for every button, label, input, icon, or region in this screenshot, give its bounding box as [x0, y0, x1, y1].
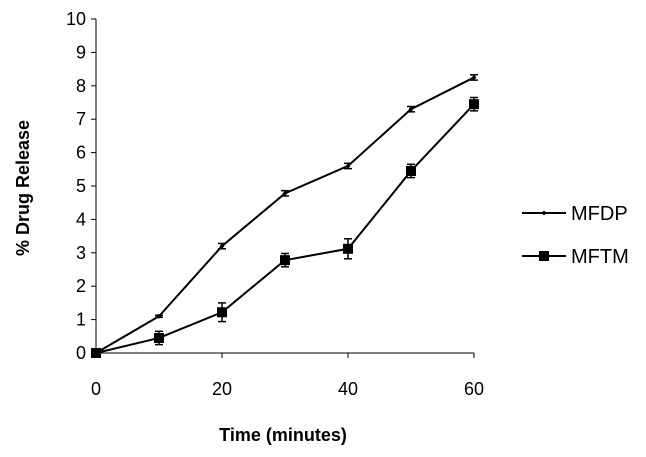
diamond-marker	[345, 163, 351, 169]
y-ticks: 0 1 2 3 4 5 6 7 8 9 10	[66, 9, 96, 363]
legend-item-mfdp: MFDP	[522, 203, 628, 225]
y-tick-label: 3	[76, 243, 86, 263]
y-tick-label: 0	[76, 343, 86, 363]
diamond-marker	[219, 243, 225, 249]
y-tick-label: 7	[76, 109, 86, 129]
legend-label: MFDP	[571, 203, 628, 225]
square-marker	[343, 243, 353, 254]
y-tick-label: 9	[76, 42, 86, 62]
square-marker	[91, 348, 101, 358]
y-tick-label: 5	[76, 176, 86, 196]
legend: MFDP MFTM	[522, 203, 629, 268]
x-tick-label: 0	[91, 379, 101, 399]
diamond-marker	[471, 74, 477, 80]
y-tick-label: 4	[76, 209, 86, 229]
square-marker	[469, 99, 479, 110]
axes	[95, 19, 474, 354]
series-layer	[91, 74, 479, 358]
legend-label: MFTM	[571, 246, 629, 268]
legend-item-mftm: MFTM	[522, 246, 629, 268]
square-marker	[217, 307, 227, 318]
series-mftm	[91, 96, 479, 358]
diamond-marker	[541, 210, 547, 216]
square-marker	[539, 251, 549, 261]
y-tick-label: 8	[76, 76, 86, 96]
y-tick-label: 2	[76, 276, 86, 296]
x-tick-label: 60	[464, 379, 484, 399]
square-marker	[406, 165, 416, 176]
x-ticks: 0 20 40 60	[91, 353, 484, 399]
y-tick-label: 1	[76, 310, 86, 330]
diamond-marker	[156, 313, 162, 319]
diamond-marker	[282, 190, 288, 196]
diamond-marker	[408, 106, 414, 112]
series-mfdp	[92, 74, 478, 356]
square-marker	[154, 332, 164, 343]
x-tick-label: 20	[212, 379, 232, 399]
series-line	[95, 103, 475, 354]
y-tick-label: 10	[66, 9, 86, 29]
x-tick-label: 40	[338, 379, 358, 399]
y-axis-title: % Drug Release	[13, 120, 33, 256]
y-tick-label: 6	[76, 143, 86, 163]
series-line	[95, 76, 475, 354]
square-marker	[280, 255, 290, 266]
x-axis-title: Time (minutes)	[219, 425, 347, 445]
